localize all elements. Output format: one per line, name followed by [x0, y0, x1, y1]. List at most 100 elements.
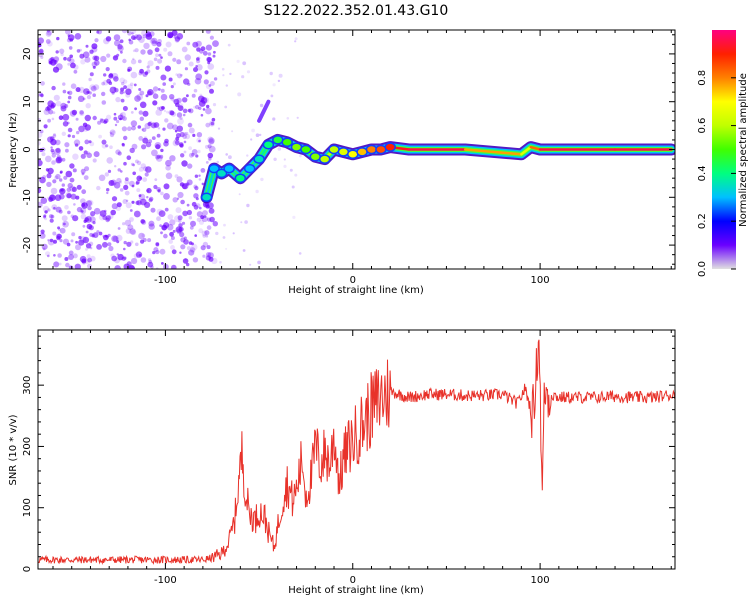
noise-speckle: [46, 30, 51, 33]
noise-speckle: [83, 127, 88, 132]
noise-speckle: [272, 83, 276, 87]
noise-speckle: [148, 260, 153, 264]
noise-speckle: [61, 215, 68, 222]
noise-speckle: [58, 262, 62, 266]
noise-speckle: [212, 54, 216, 58]
noise-speckle: [212, 103, 217, 107]
noise-speckle: [112, 130, 115, 134]
noise-speckle: [61, 131, 66, 136]
noise-speckle: [147, 89, 154, 96]
noise-speckle: [40, 229, 45, 234]
noise-speckle: [174, 140, 180, 146]
noise-speckle: [184, 133, 191, 140]
noise-speckle: [98, 231, 103, 236]
noise-speckle: [123, 247, 126, 251]
noise-speckle: [134, 95, 141, 102]
noise-speckle: [131, 257, 138, 265]
noise-speckle: [114, 165, 117, 168]
noise-speckle: [89, 232, 94, 237]
noise-speckle: [120, 111, 126, 118]
noise-speckle: [136, 93, 143, 101]
tone-track-point: [318, 154, 331, 164]
noise-speckle: [111, 91, 115, 95]
noise-speckle: [157, 189, 161, 193]
noise-speckle: [106, 53, 111, 58]
noise-speckle: [186, 246, 191, 251]
noise-speckle: [92, 115, 97, 121]
noise-speckle: [130, 111, 134, 114]
noise-speckle: [260, 177, 264, 182]
noise-speckle: [134, 107, 138, 111]
noise-speckle: [206, 56, 212, 63]
noise-speckle: [53, 261, 60, 268]
noise-speckle: [65, 170, 73, 178]
noise-speckle: [205, 234, 209, 238]
noise-speckle: [124, 190, 130, 196]
noise-speckle: [87, 199, 94, 206]
noise-speckle: [105, 67, 110, 72]
noise-speckle: [85, 230, 89, 234]
noise-speckle: [80, 168, 86, 174]
noise-speckle: [103, 120, 107, 124]
noise-speckle: [133, 36, 137, 40]
noise-speckle: [92, 65, 96, 69]
noise-speckle: [166, 34, 171, 39]
noise-speckle: [116, 177, 122, 184]
noise-speckle: [200, 215, 205, 220]
noise-speckle: [72, 253, 78, 259]
tone-track-segment: [463, 148, 523, 156]
noise-speckle: [98, 213, 106, 221]
noise-speckle: [120, 50, 123, 54]
noise-speckle: [195, 154, 199, 158]
noise-speckle: [117, 227, 121, 230]
noise-speckle: [242, 249, 246, 252]
noise-speckle: [184, 67, 188, 71]
noise-speckle: [139, 176, 143, 180]
noise-speckle: [40, 55, 44, 60]
noise-speckle: [129, 209, 133, 212]
noise-speckle: [209, 35, 214, 40]
noise-speckle: [212, 221, 218, 227]
noise-speckle: [156, 187, 161, 192]
noise-speckle: [155, 109, 162, 116]
noise-speckle: [122, 79, 128, 84]
noise-speckle: [62, 89, 67, 94]
noise-speckle: [67, 182, 73, 189]
noise-speckle: [81, 189, 87, 195]
noise-speckle: [202, 254, 206, 258]
noise-speckle: [84, 114, 92, 122]
noise-speckle: [294, 40, 297, 43]
noise-speckle: [58, 115, 64, 120]
noise-speckle: [122, 222, 126, 226]
noise-speckle: [87, 257, 92, 263]
noise-speckle: [73, 64, 79, 70]
noise-speckle: [47, 239, 50, 242]
noise-speckle: [199, 206, 202, 210]
noise-speckle: [169, 94, 175, 100]
noise-speckle: [183, 132, 187, 136]
noise-speckle: [142, 137, 149, 144]
tone-track-point: [328, 144, 340, 155]
noise-speckle: [152, 250, 156, 255]
noise-speckle: [169, 219, 176, 226]
noise-speckle: [121, 143, 125, 147]
noise-speckle: [56, 154, 61, 159]
noise-speckle: [99, 210, 107, 217]
noise-speckle: [124, 179, 130, 185]
noise-speckle: [63, 56, 67, 61]
noise-speckle: [73, 203, 76, 206]
noise-speckle: [176, 59, 182, 65]
noise-speckle: [88, 77, 92, 82]
noise-speckle: [206, 245, 211, 250]
noise-speckle: [67, 210, 71, 215]
noise-speckle: [273, 157, 277, 161]
noise-speckle: [59, 239, 63, 243]
noise-speckle: [47, 238, 55, 246]
noise-speckle: [204, 70, 209, 75]
noise-speckle: [153, 122, 160, 128]
noise-speckle: [203, 79, 209, 85]
noise-speckle: [196, 217, 202, 222]
noise-speckle: [147, 49, 153, 55]
noise-speckle: [257, 260, 261, 265]
noise-speckle: [155, 155, 163, 162]
